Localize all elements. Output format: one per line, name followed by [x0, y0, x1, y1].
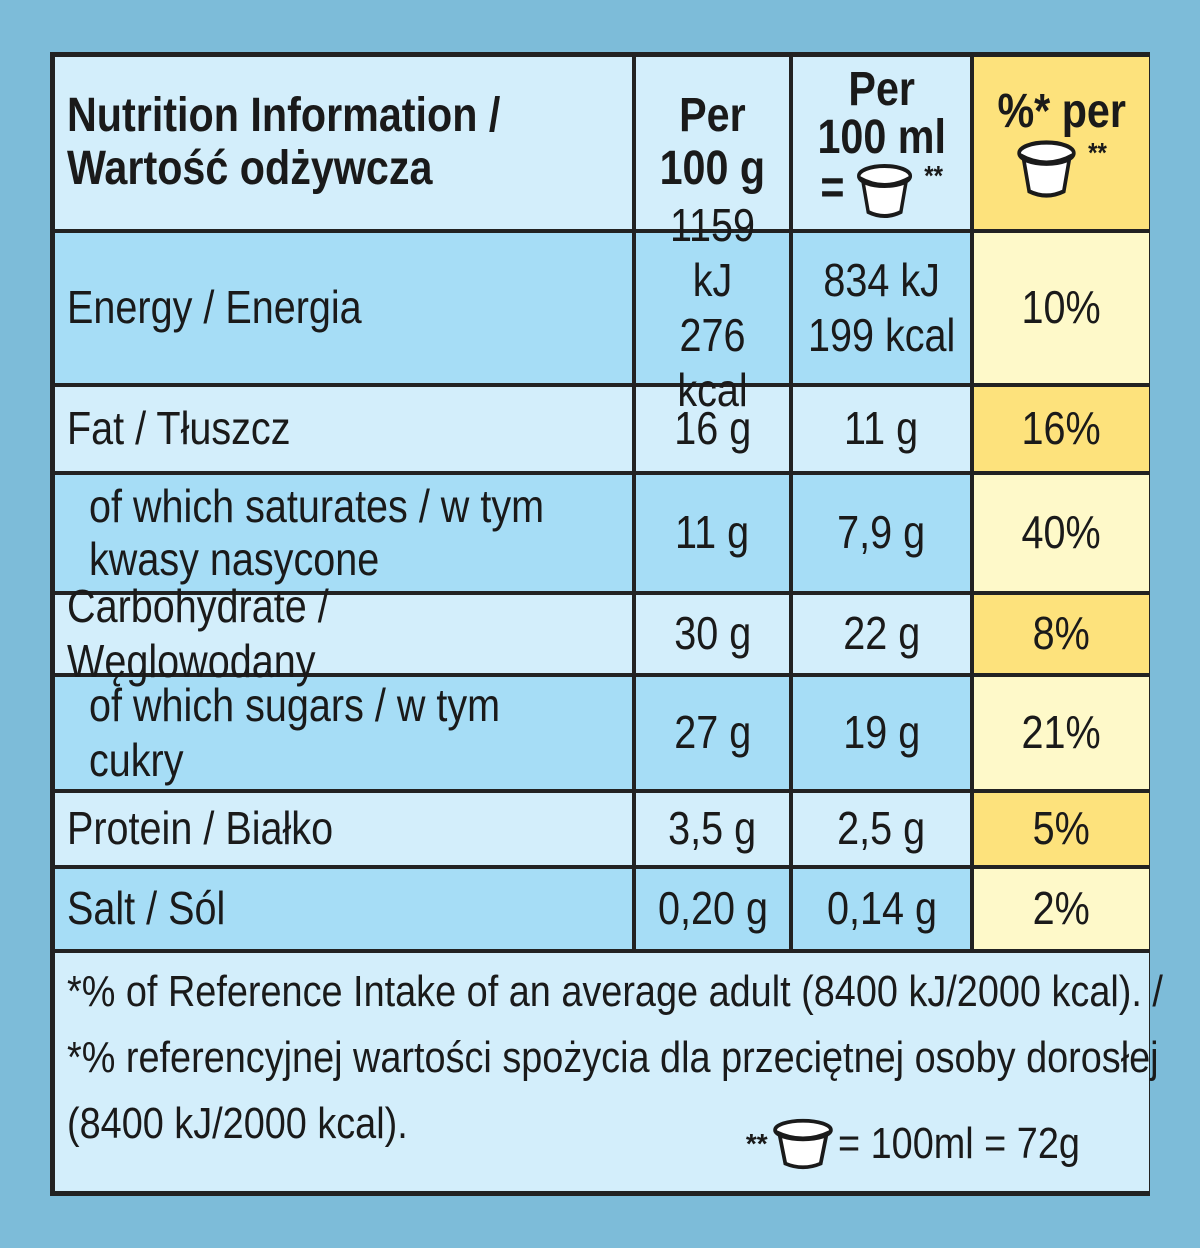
header-per-100g: Per 100 g [636, 57, 789, 229]
row-saturates-ri: 40% [974, 475, 1149, 591]
footnote: *% of Reference Intake of an average adu… [55, 953, 1163, 1191]
h2a: Per [848, 63, 915, 116]
equals-sign: = [820, 161, 845, 215]
row-protein-ri: 5% [974, 793, 1149, 865]
double-asterisk: ** [1087, 137, 1107, 169]
value: 3,5 g [668, 802, 757, 855]
value: 2,5 g [837, 802, 926, 855]
ri-value: 10% [1021, 281, 1102, 334]
label-text: Fat / Tłuszcz [67, 402, 291, 455]
ri-value: 16% [1021, 402, 1102, 455]
label-line2: kwasy nasycone [89, 533, 380, 585]
row-sugars-ri: 21% [974, 677, 1149, 789]
label-text: Protein / Białko [67, 802, 334, 855]
ri-value: 5% [1032, 802, 1091, 855]
row-carbohydrate-ri: 8% [974, 595, 1149, 673]
kcal: 276 kcal [677, 309, 748, 417]
footnote-line3: (8400 kJ/2000 kcal). [67, 1099, 408, 1148]
ice-cream-tub-icon [1017, 140, 1076, 199]
row-protein-100g: 3,5 g [636, 793, 789, 865]
table-title: Nutrition Information / Wartość odżywcza [55, 57, 632, 229]
row-salt-100g: 0,20 g [636, 869, 789, 949]
value: 16 g [674, 402, 751, 455]
row-carbohydrate-100g: 30 g [636, 595, 789, 673]
title-line2: Wartość odżywcza [67, 142, 433, 195]
row-energy-label: Energy / Energia [55, 233, 632, 383]
value: 0,14 g [826, 882, 937, 935]
value: 30 g [674, 607, 751, 660]
ri-value: 2% [1032, 882, 1091, 935]
row-salt-ri: 2% [974, 869, 1149, 949]
row-sugars-100ml: 19 g [793, 677, 970, 789]
value: 19 g [843, 706, 920, 759]
row-sugars-100g: 27 g [636, 677, 789, 789]
label-text: Salt / Sól [67, 882, 226, 935]
value: 27 g [674, 706, 751, 759]
footnote-line2: *% referencyjnej wartości spożycia dla p… [67, 1033, 1159, 1082]
header-per-100ml: Per 100 ml = ** [793, 57, 970, 229]
double-asterisk: ** [924, 160, 943, 191]
row-energy-ri: 10% [974, 233, 1149, 383]
row-carbohydrate-label: Carbohydrate / Węglowodany [55, 580, 632, 687]
label-text: Energy / Energia [67, 281, 362, 334]
kcal: 199 kcal [807, 309, 956, 361]
header-percent-per-portion: %* per ** [974, 57, 1149, 229]
label-text: Carbohydrate / Węglowodany [67, 579, 329, 687]
row-salt-label: Salt / Sól [55, 869, 632, 949]
title-line1: Nutrition Information / [67, 89, 501, 143]
row-fat-ri: 16% [974, 387, 1149, 471]
row-saturates-label: of which saturates / w tym kwasy nasycone [55, 475, 632, 591]
row-saturates-100ml: 7,9 g [793, 475, 970, 591]
row-protein-100ml: 2,5 g [793, 793, 970, 865]
label-text: of which sugars / w tym cukry [89, 678, 501, 786]
footnote-line1: *% of Reference Intake of an average adu… [67, 967, 1163, 1016]
ri-value: 8% [1032, 607, 1091, 660]
row-energy-100ml: 834 kJ 199 kcal [793, 233, 970, 383]
ri-value: 40% [1021, 506, 1102, 559]
row-saturates-100g: 11 g [636, 475, 789, 591]
row-fat-label: Fat / Tłuszcz [55, 387, 632, 471]
portion-note: ** = 100ml = 72g [746, 1111, 1119, 1177]
row-sugars-label: of which sugars / w tym cukry [55, 677, 632, 789]
portion-text: = 100ml = 72g [837, 1119, 1080, 1168]
row-energy-100g: 1159 kJ 276 kcal [636, 199, 789, 416]
row-salt-100ml: 0,14 g [793, 869, 970, 949]
h2b: 100 ml [817, 111, 946, 164]
h1a: Per [679, 89, 746, 143]
row-protein-label: Protein / Białko [55, 793, 632, 865]
value: 22 g [843, 607, 920, 660]
value: 7,9 g [837, 506, 926, 559]
kj: 834 kJ [823, 253, 940, 306]
label-line1: of which saturates / w tym [89, 480, 545, 533]
ice-cream-tub-icon [856, 164, 912, 218]
kj: 1159 kJ [669, 198, 756, 306]
value: 11 g [675, 506, 750, 559]
double-asterisk: ** [745, 1128, 768, 1159]
ri-value: 21% [1021, 706, 1102, 759]
value: 0,20 g [657, 882, 768, 935]
row-carbohydrate-100ml: 22 g [793, 595, 970, 673]
h1b: 100 g [659, 142, 766, 195]
value: 11 g [844, 402, 919, 455]
row-fat-100ml: 11 g [793, 387, 970, 471]
nutrition-table: Nutrition Information / Wartość odżywcza … [50, 52, 1163, 1196]
row-fat-100g: 16 g [636, 387, 789, 471]
ice-cream-tub-icon [772, 1118, 833, 1170]
h3a: %* per [997, 84, 1126, 138]
